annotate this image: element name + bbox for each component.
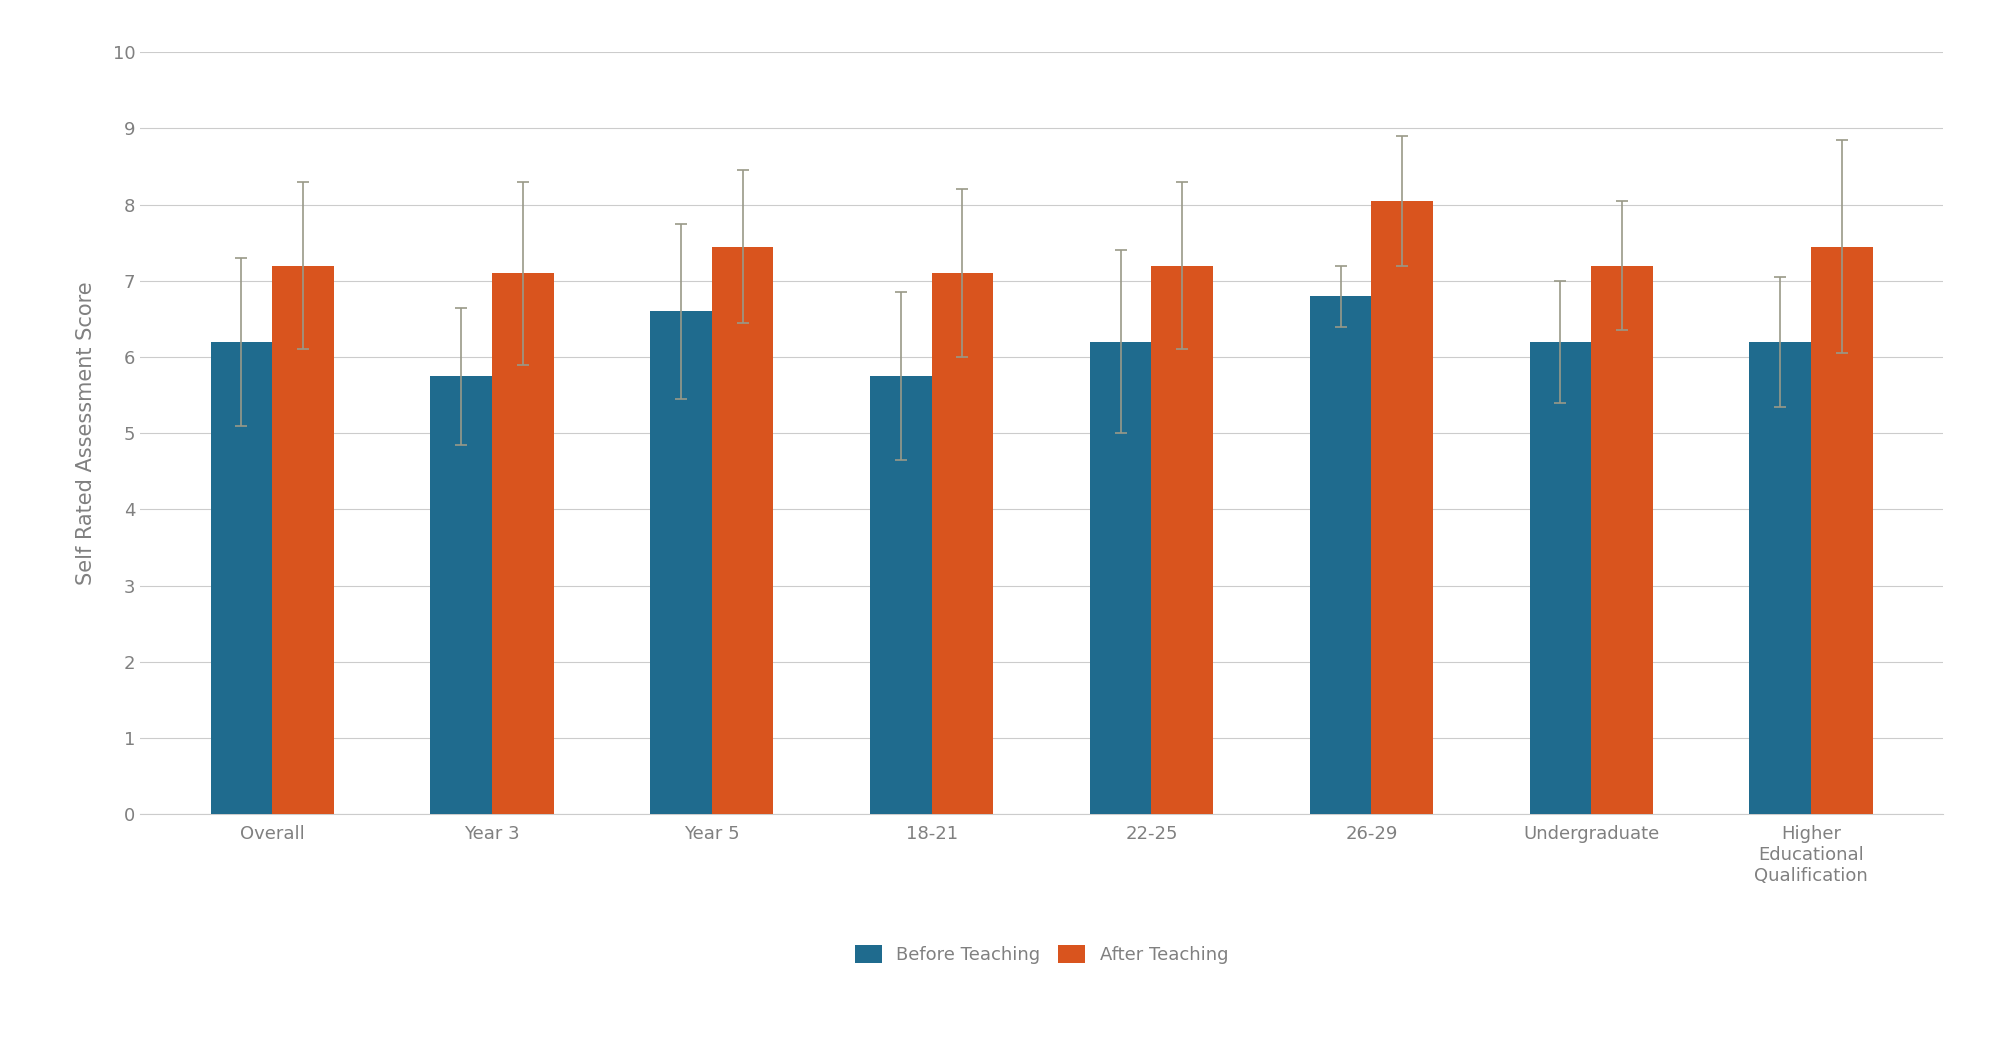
- Bar: [1749, 341, 1811, 814]
- Bar: [931, 274, 993, 814]
- Bar: [1530, 341, 1590, 814]
- Legend: Before Teaching, After Teaching: Before Teaching, After Teaching: [845, 935, 1238, 973]
- Bar: [1811, 246, 1873, 814]
- Bar: [210, 341, 272, 814]
- Bar: [493, 274, 553, 814]
- Bar: [1590, 265, 1652, 814]
- Bar: [869, 376, 931, 814]
- Bar: [272, 265, 335, 814]
- Bar: [1372, 200, 1432, 814]
- Bar: [1090, 341, 1152, 814]
- Bar: [1152, 265, 1214, 814]
- Y-axis label: Self Rated Assessment Score: Self Rated Assessment Score: [76, 282, 96, 585]
- Bar: [431, 376, 493, 814]
- Bar: [711, 246, 773, 814]
- Bar: [651, 311, 711, 814]
- Bar: [1310, 296, 1372, 814]
